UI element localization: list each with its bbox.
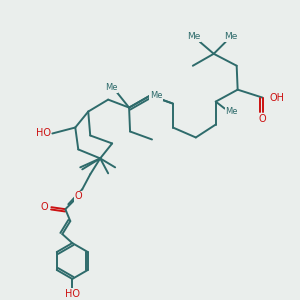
Text: O: O <box>74 191 82 201</box>
Text: Me: Me <box>187 32 200 41</box>
Text: Me: Me <box>224 32 237 41</box>
Text: O: O <box>259 113 266 124</box>
Text: Me: Me <box>105 83 117 92</box>
Text: Me: Me <box>150 91 162 100</box>
Text: OH: OH <box>269 93 284 103</box>
Text: Me: Me <box>225 107 238 116</box>
Text: O: O <box>40 202 48 212</box>
Text: HO: HO <box>65 289 80 299</box>
Text: HO: HO <box>36 128 51 139</box>
